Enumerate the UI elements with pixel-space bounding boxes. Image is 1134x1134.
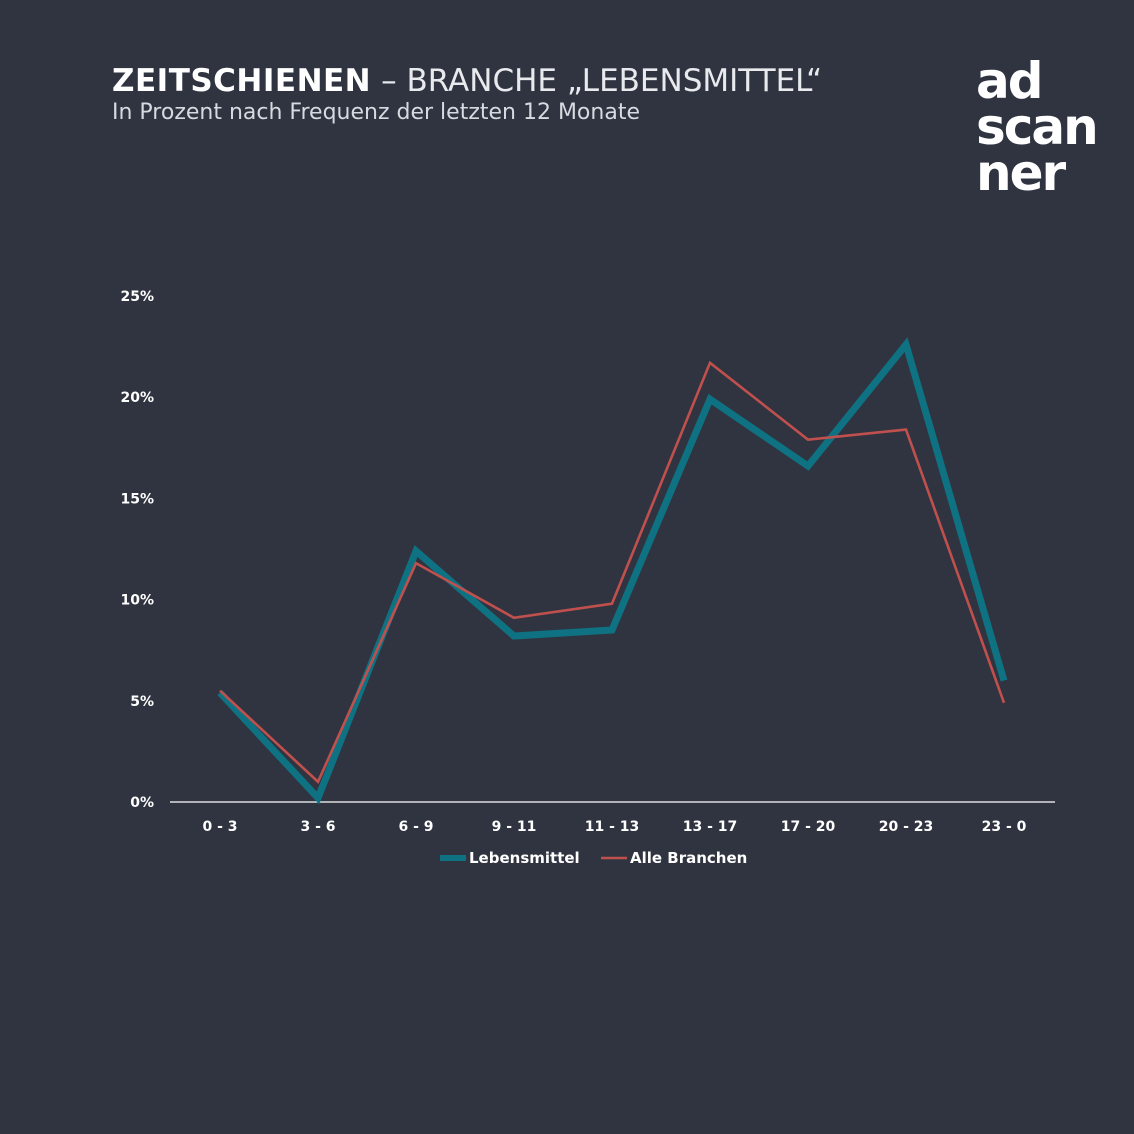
- y-tick-label: 10%: [120, 593, 154, 609]
- x-tick-label: 6 - 9: [398, 819, 433, 835]
- x-tick-label: 17 - 20: [781, 819, 836, 835]
- logo-line-1: ad: [976, 52, 1044, 110]
- logo-line-3: ner: [976, 144, 1066, 202]
- adscanner-logo: ad scan ner: [976, 52, 1106, 202]
- y-tick-label: 15%: [120, 491, 154, 507]
- x-axis: 0 - 3 3 - 6 6 - 9 9 - 11 11 - 13 13 - 17 17 - …: [202, 819, 1026, 835]
- x-tick-label: 20 - 23: [879, 819, 934, 835]
- x-tick-label: 11 - 13: [585, 819, 640, 835]
- x-tick-label: 9 - 11: [492, 819, 537, 835]
- legend-label: Lebensmittel: [469, 849, 580, 867]
- y-axis: 0% 5% 10% 15% 20% 25%: [120, 289, 154, 811]
- x-tick-label: 3 - 6: [300, 819, 335, 835]
- title-rest: – BRANCHE „LEBENSMITTEL“: [381, 63, 823, 99]
- legend-label: Alle Branchen: [630, 849, 747, 867]
- chart-subtitle: In Prozent nach Frequenz der letzten 12 …: [112, 100, 640, 125]
- logo-line-2: scan: [976, 98, 1099, 156]
- y-tick-label: 5%: [130, 694, 154, 710]
- chart-title: ZEITSCHIENEN – BRANCHE „LEBENSMITTEL“: [112, 58, 822, 103]
- x-tick-label: 13 - 17: [683, 819, 738, 835]
- y-tick-label: 25%: [120, 289, 154, 305]
- x-tick-label: 23 - 0: [982, 819, 1027, 835]
- y-tick-label: 0%: [130, 795, 154, 811]
- x-tick-label: 0 - 3: [202, 819, 237, 835]
- y-tick-label: 20%: [120, 390, 154, 406]
- series-line-alle-branchen: [219, 360, 1006, 784]
- series-group: [217, 337, 1008, 805]
- legend: Lebensmittel Alle Branchen: [440, 849, 747, 867]
- series-line-lebensmittel: [217, 337, 1008, 805]
- title-bold: ZEITSCHIENEN: [112, 63, 372, 99]
